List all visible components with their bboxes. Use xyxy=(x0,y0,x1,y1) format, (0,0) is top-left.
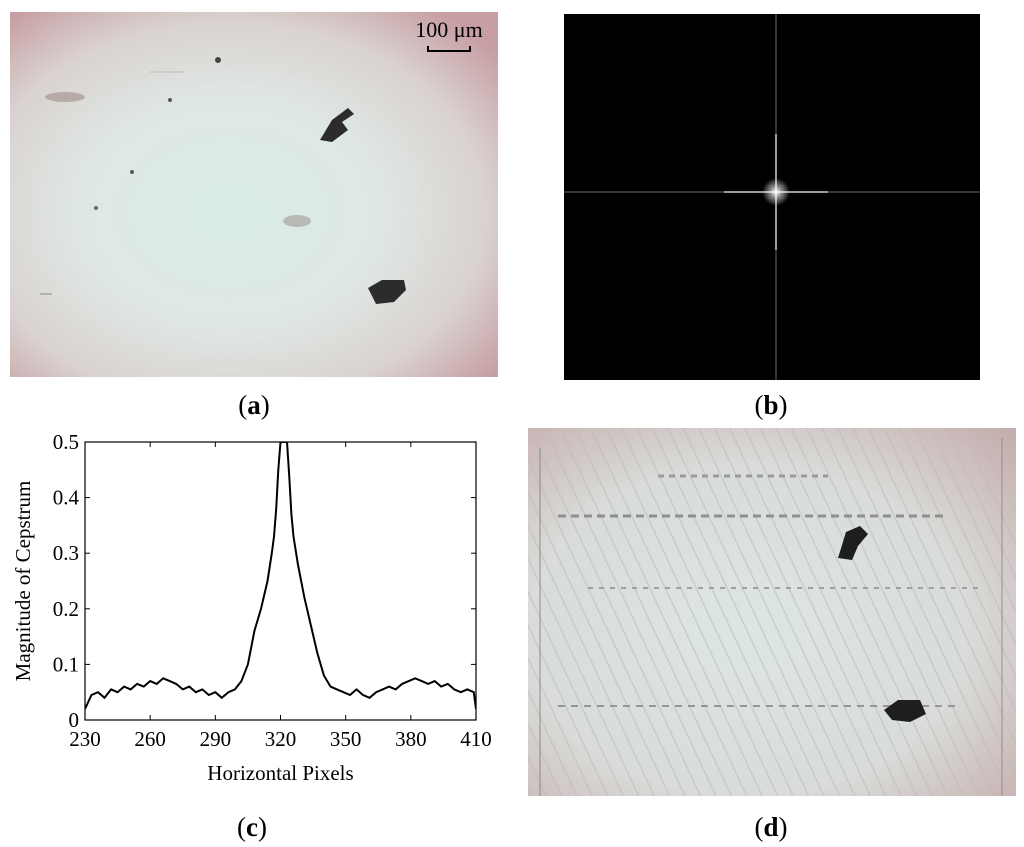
x-tick-label: 320 xyxy=(265,727,297,751)
micrograph-image xyxy=(10,12,498,377)
reconstruction-image xyxy=(528,428,1016,796)
y-axis-label: Magnitude of Cepstrum xyxy=(11,481,35,682)
scale-bar-label: 100 μm xyxy=(415,17,483,42)
x-tick-label: 260 xyxy=(134,727,166,751)
y-tick-label: 0 xyxy=(69,708,80,732)
y-tick-label: 0.1 xyxy=(53,652,79,676)
panel-b-label: (b) xyxy=(754,390,788,420)
panel-d-reconstruction xyxy=(528,428,1016,796)
x-tick-label: 350 xyxy=(330,727,362,751)
panel-a-label: (a) xyxy=(238,390,270,420)
scale-bar-line xyxy=(427,46,471,52)
panel-c-label: (c) xyxy=(237,812,267,842)
panel-a-micrograph: 100 μm xyxy=(10,12,498,377)
y-tick-label: 0.5 xyxy=(53,430,79,454)
y-tick-label: 0.4 xyxy=(53,486,80,510)
scale-bar: 100 μm xyxy=(404,18,494,52)
spectrum-image xyxy=(564,14,980,380)
panel-d-label: (d) xyxy=(754,812,788,842)
x-tick-label: 410 xyxy=(460,727,492,751)
y-tick-label: 0.2 xyxy=(53,597,79,621)
y-tick-label: 0.3 xyxy=(53,541,79,565)
panel-c-chart: 230 260 290 320 350 380 410 0 0.1 0.2 0.3 0.4 0.5 Hor… xyxy=(0,428,500,808)
x-tick-label: 290 xyxy=(200,727,232,751)
panel-b-spectrum xyxy=(564,14,980,380)
x-tick-label: 230 xyxy=(69,727,101,751)
x-axis-label: Horizontal Pixels xyxy=(207,761,353,785)
x-tick-label: 380 xyxy=(395,727,427,751)
cepstrum-series-line xyxy=(85,442,476,710)
cepstrum-chart: 230 260 290 320 350 380 410 0 0.1 0.2 0.3 0.4 0.5 Hor… xyxy=(11,430,492,785)
